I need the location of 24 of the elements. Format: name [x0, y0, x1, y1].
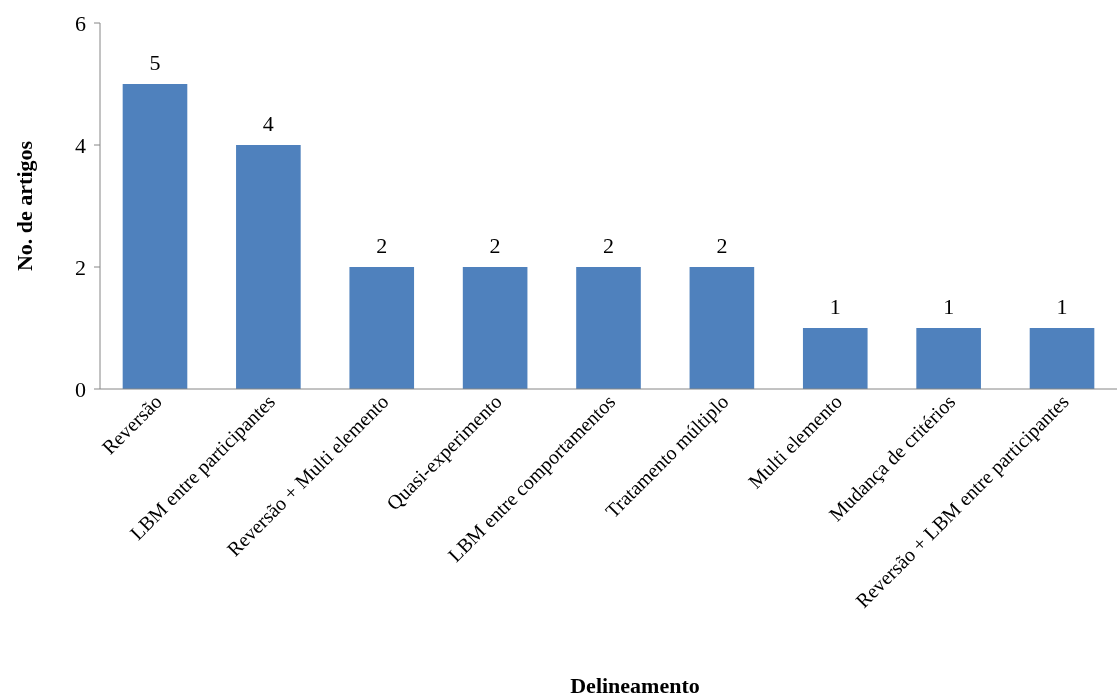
bar	[462, 267, 528, 389]
data-label: 2	[603, 233, 614, 258]
y-axis-title: No. de artigos	[12, 140, 37, 272]
data-label: 1	[1056, 294, 1068, 319]
data-label: 4	[262, 111, 274, 136]
bar	[236, 145, 301, 389]
bar	[689, 267, 755, 389]
bar	[122, 84, 188, 389]
data-label: 1	[943, 294, 955, 319]
bar	[349, 267, 415, 389]
x-axis-title: Delineamento	[570, 673, 700, 697]
data-label: 2	[489, 233, 501, 258]
bar	[802, 328, 868, 389]
y-tick-label: 0	[75, 376, 86, 402]
y-tick-label: 2	[75, 254, 86, 280]
data-label: 1	[829, 294, 841, 319]
data-label: 2	[716, 233, 728, 258]
bar	[576, 267, 641, 389]
bar	[1029, 328, 1095, 389]
y-tick-label: 6	[75, 10, 86, 36]
bar	[916, 328, 981, 389]
data-label: 2	[376, 233, 388, 258]
y-tick-label: 4	[75, 132, 86, 158]
data-label: 5	[149, 50, 161, 75]
